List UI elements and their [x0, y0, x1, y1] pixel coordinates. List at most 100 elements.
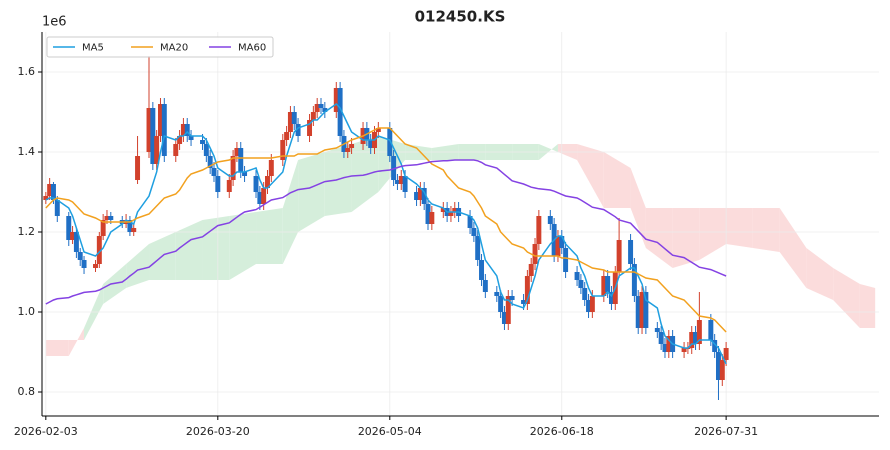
- candle-body: [215, 176, 221, 192]
- candle-body: [188, 136, 194, 140]
- candle-body: [234, 148, 240, 156]
- cloud-segment: [603, 152, 631, 208]
- x-tick-label: 2026-06-18: [530, 425, 594, 438]
- candle-body: [154, 136, 160, 164]
- candle-body: [131, 228, 137, 232]
- candle-body: [662, 344, 668, 352]
- candle-body: [586, 300, 592, 312]
- candle-body: [712, 340, 718, 352]
- cloud-segment: [806, 248, 834, 300]
- x-tick-label: 2026-03-20: [186, 425, 250, 438]
- candle-body: [398, 176, 404, 184]
- candle-body: [452, 208, 458, 212]
- candle-body: [322, 108, 328, 112]
- candle-body: [689, 332, 695, 348]
- candle-body: [337, 88, 343, 136]
- candle-body: [532, 244, 538, 264]
- candle-body: [96, 236, 102, 264]
- candle-body: [559, 236, 565, 248]
- candle-body: [440, 208, 446, 212]
- y-tick-label: 1.6: [18, 65, 36, 78]
- x-tick-label: 2026-02-03: [14, 425, 78, 438]
- candle-body: [177, 136, 183, 144]
- candle-body: [242, 172, 248, 176]
- cloud-segment: [699, 208, 727, 260]
- cloud-segment: [577, 144, 604, 208]
- candle-body: [601, 276, 607, 296]
- candle-body: [280, 140, 286, 160]
- candle-body: [104, 216, 110, 220]
- candle-body: [414, 192, 420, 200]
- candle-body: [574, 272, 580, 280]
- candle-body: [582, 288, 588, 300]
- candle-body: [639, 292, 645, 328]
- candle-body: [387, 128, 393, 156]
- x-tick-label: 2026-07-31: [694, 425, 758, 438]
- candle-body: [146, 108, 152, 152]
- candle-body: [203, 144, 209, 156]
- candle-body: [608, 292, 614, 304]
- candle-body: [719, 360, 725, 380]
- grid-layer: [42, 32, 879, 416]
- candle-body: [100, 220, 106, 236]
- candle-body: [93, 264, 98, 268]
- candle-body: [654, 328, 660, 332]
- candle-body: [180, 124, 186, 136]
- candle-body: [349, 144, 355, 148]
- cloud-segment: [726, 208, 753, 248]
- candle-body: [425, 204, 431, 224]
- candle-body: [211, 168, 217, 176]
- candle-body: [589, 296, 595, 312]
- candle-body: [429, 212, 435, 224]
- candle-body: [521, 300, 527, 304]
- cloud-segment: [202, 216, 230, 280]
- candle-body: [696, 320, 702, 344]
- candle-body: [345, 148, 351, 152]
- candle-body: [200, 140, 206, 144]
- legend-label: MA60: [238, 43, 266, 54]
- cloud-segment: [859, 284, 876, 328]
- y-tick-label: 1.4: [18, 145, 36, 158]
- x-tick-label: 2026-05-04: [358, 425, 422, 438]
- candle-body: [715, 352, 721, 380]
- candle-body: [157, 104, 163, 136]
- candle-body: [563, 248, 569, 272]
- candle-body: [635, 296, 641, 328]
- candle-body: [253, 176, 259, 192]
- candle-body: [555, 236, 561, 256]
- candle-body: [628, 240, 634, 264]
- candle-body: [578, 280, 584, 288]
- candle-body: [226, 180, 232, 192]
- ma-line: [45, 103, 727, 365]
- candle-body: [375, 128, 381, 132]
- cloud-segment: [256, 208, 283, 264]
- candle-body: [643, 292, 649, 328]
- candle-body: [681, 348, 687, 352]
- candle-body: [307, 120, 313, 136]
- cloud-segment: [175, 220, 203, 280]
- candle-body: [482, 280, 488, 292]
- candle-body: [631, 264, 637, 296]
- candle-body: [501, 312, 507, 324]
- candle-body: [70, 232, 76, 240]
- cloud-segment: [45, 340, 69, 356]
- candle-body: [528, 264, 534, 276]
- candle-body: [310, 112, 316, 120]
- candle-body: [467, 216, 473, 228]
- candle-body: [314, 104, 320, 112]
- cloud-segment: [282, 160, 299, 264]
- legend-label: MA5: [82, 43, 104, 54]
- candle-body: [448, 212, 454, 216]
- candle-body: [81, 260, 87, 268]
- cloud-segment: [779, 208, 807, 288]
- candle-body: [268, 160, 274, 176]
- candle-body: [54, 200, 60, 216]
- candle-body: [708, 320, 714, 340]
- chart-title: 012450.KS: [415, 8, 506, 26]
- candle-body: [43, 196, 49, 200]
- candle-body: [257, 192, 263, 204]
- candle-body: [73, 232, 79, 252]
- ma-line: [45, 127, 727, 333]
- candle-body: [161, 104, 167, 156]
